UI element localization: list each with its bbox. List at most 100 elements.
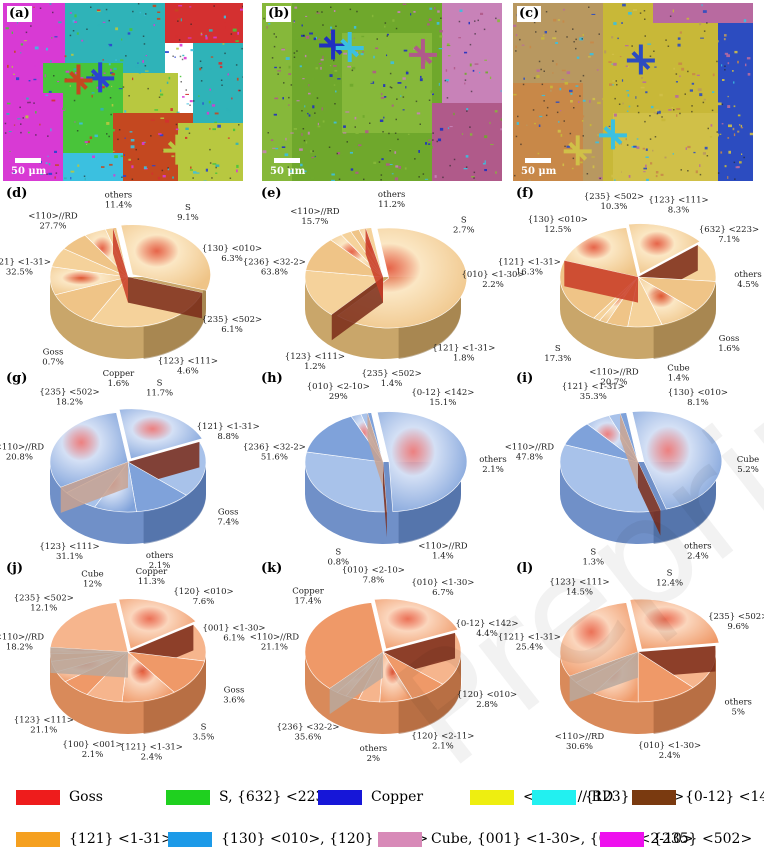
- grain-speck: [127, 32, 131, 35]
- grain-speck: [586, 173, 589, 175]
- grain: [718, 3, 753, 181]
- grain-speck: [210, 56, 214, 58]
- scale-bar-b: [274, 158, 300, 163]
- grain-speck: [555, 101, 560, 103]
- grain-speck: [19, 106, 21, 109]
- slice-label: {632} <223>: [699, 225, 759, 235]
- grain-speck: [113, 67, 117, 71]
- grain-speck: [635, 96, 637, 99]
- grain-speck: [395, 27, 398, 30]
- grain-speck: [50, 128, 52, 132]
- grain-speck: [143, 166, 147, 170]
- grain-speck: [182, 96, 185, 98]
- grain-speck: [74, 14, 77, 18]
- grain-speck: [655, 171, 659, 174]
- grain-speck: [591, 156, 595, 158]
- grain-speck: [557, 129, 561, 133]
- grain-speck: [328, 146, 331, 148]
- grain-speck: [181, 58, 184, 61]
- grain-speck: [320, 58, 324, 61]
- pie-side-shade: [143, 277, 207, 359]
- grain-speck: [582, 135, 584, 137]
- grain-speck: [608, 61, 613, 63]
- slice-value: 9.6%: [727, 622, 749, 632]
- pie-side-shade: [398, 652, 462, 734]
- grain-speck: [362, 115, 365, 118]
- grain-speck: [539, 171, 542, 174]
- grain-speck: [293, 20, 295, 22]
- grain-speck: [547, 74, 551, 76]
- grain-speck: [644, 120, 646, 123]
- grain-speck: [540, 68, 542, 71]
- grain-speck: [737, 127, 741, 131]
- grain-speck: [524, 153, 527, 156]
- grain-speck: [618, 103, 621, 105]
- legend-label: Copper: [371, 789, 424, 805]
- slice-value: 29%: [329, 392, 348, 402]
- grain-speck: [588, 6, 590, 8]
- grain-speck: [711, 109, 714, 112]
- grain-speck: [293, 128, 297, 130]
- slice-value: 2.7%: [453, 226, 475, 236]
- grain-speck: [303, 139, 306, 142]
- slice-label: others: [684, 541, 711, 551]
- grain-speck: [20, 52, 22, 54]
- slice-label: {100} <001>: [62, 740, 122, 750]
- grain-speck: [120, 59, 124, 62]
- grain-speck: [389, 164, 393, 165]
- slice-value: 3.6%: [223, 696, 245, 706]
- grain-speck: [185, 93, 189, 95]
- grain-speck: [69, 34, 72, 37]
- grain-speck: [641, 77, 643, 79]
- grain-speck: [428, 18, 432, 21]
- grain-speck: [111, 73, 115, 76]
- grain-speck: [359, 104, 363, 107]
- grain-speck: [362, 51, 364, 53]
- grain-speck: [375, 112, 380, 114]
- grain-speck: [220, 79, 223, 81]
- slice-value: 32.5%: [6, 268, 33, 278]
- grain-speck: [202, 102, 204, 105]
- grain-speck: [625, 45, 629, 47]
- grain-speck: [480, 12, 484, 15]
- grain-speck: [519, 38, 521, 41]
- grain-speck: [57, 81, 59, 83]
- grain-speck: [183, 56, 187, 60]
- grain-speck: [569, 132, 572, 135]
- grain-speck: [108, 43, 113, 47]
- grain-speck: [79, 77, 84, 80]
- slice-label: {010} <1-30>: [461, 270, 524, 280]
- grain-speck: [39, 7, 42, 9]
- slice-label: <110>//RD: [505, 443, 555, 453]
- slice-label: {130} <010>: [668, 388, 728, 398]
- slice-label: others: [724, 697, 751, 707]
- grain-speck: [331, 179, 335, 181]
- slice-label: <110>//RD: [555, 732, 605, 742]
- grain-speck: [465, 155, 469, 158]
- grain-speck: [205, 34, 207, 38]
- grain-speck: [187, 37, 192, 39]
- grain-speck: [617, 37, 619, 40]
- slice-label: {123} <111>: [285, 352, 345, 362]
- grain-speck: [665, 39, 667, 41]
- grain-speck: [461, 133, 464, 135]
- slice-label: {123} <111>: [14, 716, 74, 726]
- grain-speck: [573, 41, 575, 43]
- grain-speck: [314, 155, 316, 158]
- grain-speck: [189, 169, 193, 171]
- grain-speck: [727, 95, 729, 98]
- grain-speck: [310, 176, 315, 180]
- pie-slice: [376, 411, 468, 512]
- grain-speck: [379, 119, 384, 122]
- legend-item: {0-12} <142>: [632, 789, 764, 805]
- grain-speck: [92, 155, 95, 158]
- grain-speck: [288, 65, 291, 69]
- grain-speck: [101, 166, 105, 168]
- legend-item: {235} <502>: [600, 831, 752, 847]
- grain-speck: [408, 14, 411, 18]
- grain-speck: [500, 118, 502, 121]
- slice-label: {010} <1-30>: [638, 741, 701, 751]
- pie-side-shade: [398, 462, 462, 544]
- grain-speck: [273, 113, 277, 116]
- scale-text-b: 50 μm: [270, 166, 306, 177]
